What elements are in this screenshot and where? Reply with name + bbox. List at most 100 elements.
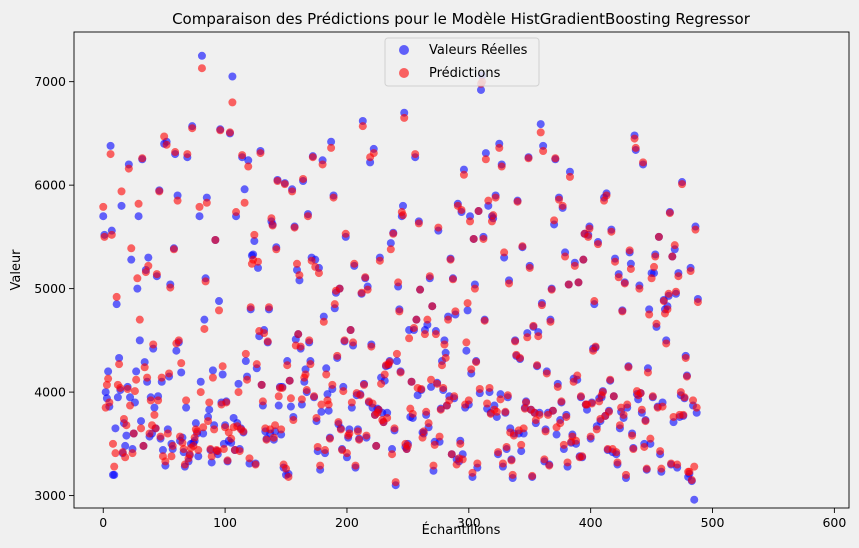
point-predicted xyxy=(630,134,639,143)
point-predicted xyxy=(613,458,622,467)
point-real xyxy=(121,441,130,450)
point-predicted xyxy=(439,383,448,392)
point-predicted xyxy=(141,268,150,277)
point-predicted xyxy=(167,452,176,461)
point-predicted xyxy=(448,275,457,284)
point-real xyxy=(392,357,401,366)
point-predicted xyxy=(204,417,213,426)
point-predicted xyxy=(105,398,114,407)
point-predicted xyxy=(152,270,161,279)
point-predicted xyxy=(133,274,142,283)
point-real xyxy=(463,306,472,315)
point-predicted xyxy=(674,272,683,281)
point-real xyxy=(205,405,214,414)
point-predicted xyxy=(311,262,320,271)
point-predicted xyxy=(485,383,494,392)
axis-ticks: 0 100 200 300 400 500 600 3000 4000 5000 6000 7000 xyxy=(34,74,846,530)
point-predicted xyxy=(268,221,277,230)
x-tick-label: 0 xyxy=(99,515,107,530)
point-predicted xyxy=(407,377,416,386)
series-predicted xyxy=(99,64,702,487)
point-predicted xyxy=(652,319,661,328)
x-axis-label: Échantillons xyxy=(422,522,501,538)
y-tick-label: 7000 xyxy=(34,74,66,89)
point-real xyxy=(200,315,209,324)
point-predicted xyxy=(474,207,483,216)
point-predicted xyxy=(179,445,188,454)
point-predicted xyxy=(494,448,503,457)
point-predicted xyxy=(369,149,378,158)
point-predicted xyxy=(395,307,404,316)
point-predicted xyxy=(127,244,136,253)
point-predicted xyxy=(464,396,473,405)
point-real xyxy=(517,447,526,456)
point-predicted xyxy=(558,201,567,210)
point-predicted xyxy=(305,336,314,345)
point-predicted xyxy=(286,394,295,403)
legend-box xyxy=(384,37,540,87)
point-predicted xyxy=(107,230,116,239)
point-predicted xyxy=(656,447,665,456)
point-predicted xyxy=(635,284,644,293)
point-predicted xyxy=(540,455,549,464)
point-predicted xyxy=(368,399,377,408)
point-real xyxy=(195,212,204,221)
point-predicted xyxy=(347,398,356,407)
plot-area xyxy=(73,31,850,509)
point-predicted xyxy=(564,280,573,289)
point-real xyxy=(134,212,143,221)
point-predicted xyxy=(593,240,602,249)
point-predicted xyxy=(553,382,562,391)
point-real xyxy=(172,346,181,355)
point-predicted xyxy=(682,372,691,381)
point-predicted xyxy=(590,297,599,306)
point-predicted xyxy=(156,432,165,441)
point-predicted xyxy=(515,353,524,362)
point-real xyxy=(101,388,110,397)
point-predicted xyxy=(642,464,651,473)
point-predicted xyxy=(645,310,654,319)
legend-marker-predicted xyxy=(399,68,409,78)
point-predicted xyxy=(322,370,331,379)
point-predicted xyxy=(117,187,126,196)
point-predicted xyxy=(317,400,326,409)
point-predicted xyxy=(662,339,671,348)
point-predicted xyxy=(240,198,249,207)
point-predicted xyxy=(297,395,306,404)
point-real xyxy=(286,402,295,411)
point-real xyxy=(112,300,121,309)
point-real xyxy=(323,390,332,399)
point-predicted xyxy=(562,412,571,421)
point-real xyxy=(207,458,216,467)
point-predicted xyxy=(195,202,204,211)
point-predicted xyxy=(466,217,475,226)
point-predicted xyxy=(463,299,472,308)
point-predicted xyxy=(200,324,209,333)
point-predicted xyxy=(647,274,656,283)
point-real xyxy=(215,297,224,306)
point-predicted xyxy=(139,441,148,450)
point-real xyxy=(132,367,141,376)
point-predicted xyxy=(509,431,518,440)
point-predicted xyxy=(614,273,623,282)
point-predicted xyxy=(122,421,131,430)
point-predicted xyxy=(251,460,260,469)
point-predicted xyxy=(492,407,501,416)
point-predicted xyxy=(640,442,649,451)
point-predicted xyxy=(624,363,633,372)
point-real xyxy=(194,452,203,461)
point-real xyxy=(106,141,115,150)
point-predicted xyxy=(202,198,211,207)
point-predicted xyxy=(363,285,372,294)
point-real xyxy=(250,237,259,246)
point-predicted xyxy=(282,464,291,473)
point-predicted xyxy=(607,227,616,236)
point-predicted xyxy=(551,154,560,163)
point-predicted xyxy=(668,252,677,261)
point-real xyxy=(122,431,131,440)
point-predicted xyxy=(388,450,397,459)
point-predicted xyxy=(296,342,305,351)
point-predicted xyxy=(489,211,498,220)
point-predicted xyxy=(625,246,634,255)
point-predicted xyxy=(639,158,648,167)
